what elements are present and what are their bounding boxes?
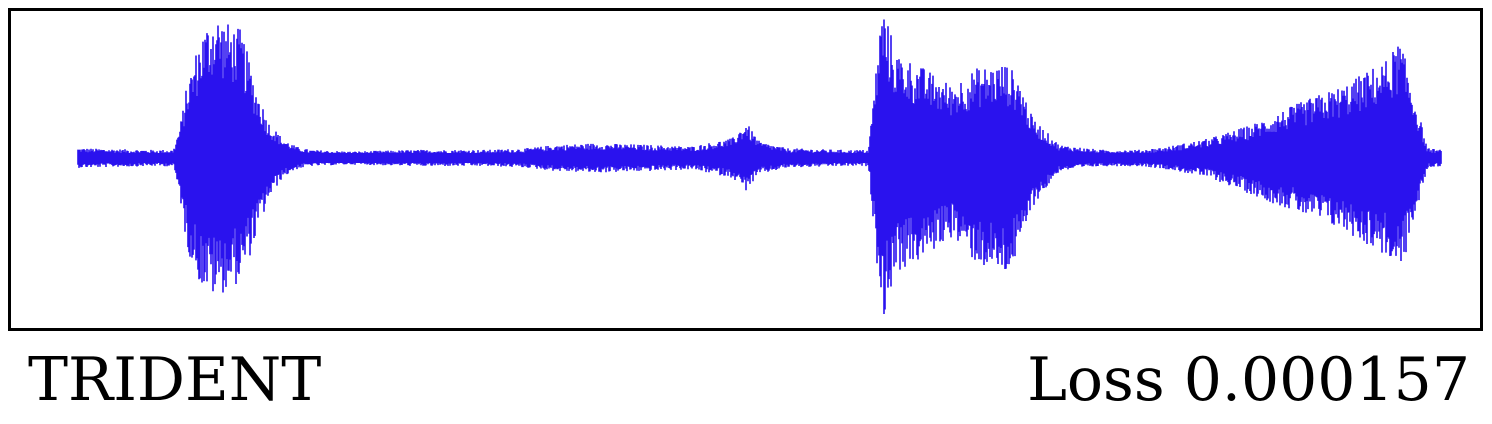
waveform-trace	[77, 19, 1442, 314]
waveform-signal	[77, 19, 1442, 314]
waveform-plot	[77, 19, 1442, 314]
loss-value: 0.000157	[1183, 345, 1470, 415]
method-label: TRIDENT	[28, 345, 322, 415]
loss-label: Loss	[1027, 345, 1165, 415]
waveform-baseline	[78, 153, 1441, 163]
loss-readout: Loss 0.000157	[1027, 340, 1470, 420]
waveform-plot-frame	[8, 8, 1483, 331]
